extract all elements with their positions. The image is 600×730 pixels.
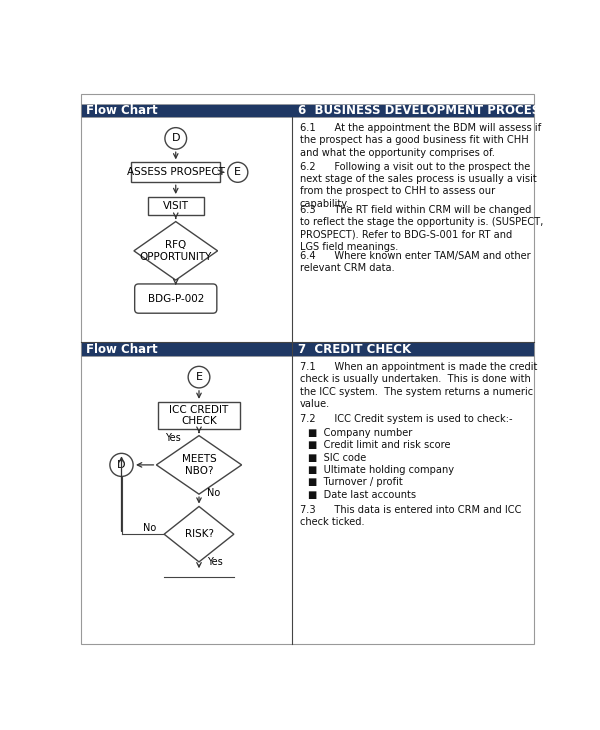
Text: ■  Date last accounts: ■ Date last accounts — [308, 490, 416, 499]
Text: VISIT: VISIT — [163, 201, 189, 211]
Text: Yes: Yes — [164, 434, 181, 443]
Text: E: E — [196, 372, 203, 382]
Text: D: D — [117, 460, 126, 470]
Text: 6  BUSINESS DEVELOPMENT PROCESS: 6 BUSINESS DEVELOPMENT PROCESS — [298, 104, 548, 117]
Circle shape — [165, 128, 187, 149]
Text: RISK?: RISK? — [185, 529, 214, 539]
Text: 7  CREDIT CHECK: 7 CREDIT CHECK — [298, 342, 412, 356]
FancyBboxPatch shape — [134, 284, 217, 313]
Text: RFQ
OPPORTUNITY: RFQ OPPORTUNITY — [140, 240, 212, 261]
Text: MEETS
NBO?: MEETS NBO? — [182, 454, 217, 476]
Text: 7.1      When an appointment is made the credit
check is usually undertaken.  Th: 7.1 When an appointment is made the cred… — [300, 362, 537, 409]
FancyBboxPatch shape — [81, 342, 534, 356]
Text: ■  Ultimate holding company: ■ Ultimate holding company — [308, 465, 454, 475]
Text: BDG-P-002: BDG-P-002 — [148, 293, 204, 304]
Text: No: No — [207, 488, 220, 498]
Text: 6.4      Where known enter TAM/SAM and other
relevant CRM data.: 6.4 Where known enter TAM/SAM and other … — [300, 251, 530, 273]
Text: E: E — [234, 167, 241, 177]
Text: D: D — [172, 134, 180, 143]
Text: 7.2      ICC Credit system is used to check:-: 7.2 ICC Credit system is used to check:- — [300, 414, 512, 424]
Polygon shape — [134, 222, 218, 280]
FancyBboxPatch shape — [148, 197, 203, 215]
Text: 6.2      Following a visit out to the prospect the
next stage of the sales proce: 6.2 Following a visit out to the prospec… — [300, 161, 536, 209]
Text: ■  Company number: ■ Company number — [308, 428, 412, 438]
Text: Yes: Yes — [207, 557, 223, 567]
FancyBboxPatch shape — [81, 104, 534, 117]
Text: Flow Chart: Flow Chart — [86, 104, 157, 117]
FancyBboxPatch shape — [131, 162, 220, 182]
Circle shape — [110, 453, 133, 477]
Text: ■  Credit limit and risk score: ■ Credit limit and risk score — [308, 440, 450, 450]
FancyBboxPatch shape — [158, 402, 239, 429]
Text: ASSESS PROSPECT: ASSESS PROSPECT — [127, 167, 225, 177]
FancyBboxPatch shape — [81, 93, 534, 644]
Text: ■  Turnover / profit: ■ Turnover / profit — [308, 477, 402, 487]
Text: 7.3      This data is entered into CRM and ICC
check ticked.: 7.3 This data is entered into CRM and IC… — [300, 505, 521, 527]
Text: 6.1      At the appointment the BDM will assess if
the prospect has a good busin: 6.1 At the appointment the BDM will asse… — [300, 123, 541, 158]
Polygon shape — [164, 507, 234, 562]
Text: 6.3      The RT field within CRM will be changed
to reflect the stage the opport: 6.3 The RT field within CRM will be chan… — [300, 204, 543, 252]
Text: ICC CREDIT
CHECK: ICC CREDIT CHECK — [169, 405, 229, 426]
Circle shape — [227, 162, 248, 182]
Text: Flow Chart: Flow Chart — [86, 342, 157, 356]
Text: ■  SIC code: ■ SIC code — [308, 453, 366, 463]
Text: No: No — [143, 523, 157, 533]
Circle shape — [188, 366, 210, 388]
Polygon shape — [157, 436, 242, 494]
